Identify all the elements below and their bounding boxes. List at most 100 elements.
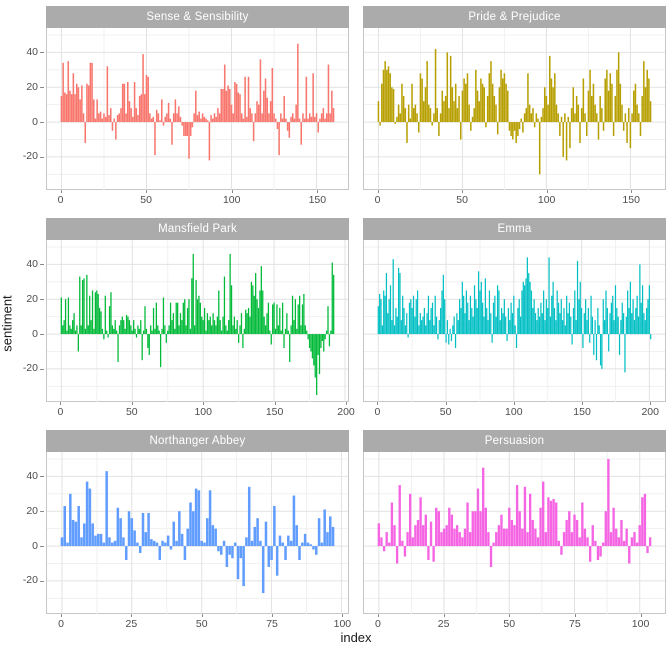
y-tick-label: 20 xyxy=(26,504,38,517)
x-axis-ticks: 0 50 100 150 xyxy=(46,190,349,208)
y-tick-mark xyxy=(40,52,44,54)
facet-strip-label: Northanger Abbey xyxy=(46,430,349,452)
y-tick-mark xyxy=(40,87,44,89)
y-tick-label: -20 xyxy=(22,150,38,163)
x-tick-label: 50 xyxy=(195,618,208,630)
x-tick-label: 100 xyxy=(631,618,650,630)
x-tick-label: 0 xyxy=(57,406,64,418)
panel-spacing xyxy=(349,430,363,632)
x-tick-label: 100 xyxy=(222,194,241,206)
facet-mansfield-park: Mansfield Park 0 50 100 150 200 xyxy=(46,218,355,420)
y-tick-label: 40 xyxy=(26,45,38,58)
x-axis-ticks: 0 25 50 75 100 xyxy=(46,614,352,632)
y-tick-label: 0 xyxy=(32,327,38,340)
x-axis-ticks: 0 25 50 75 100 xyxy=(363,614,666,632)
facet-emma: Emma 0 50 100 150 200 xyxy=(363,218,666,420)
facet-panel-emma xyxy=(363,240,666,402)
x-tick-mark xyxy=(546,190,548,193)
y-tick-mark xyxy=(40,511,44,513)
y-axis-ticks: -20 0 20 40 xyxy=(16,430,46,632)
x-tick-mark xyxy=(203,402,205,405)
y-axis-ticks: -20 0 20 40 xyxy=(16,6,46,208)
x-tick-mark xyxy=(462,190,464,193)
y-tick-label: 40 xyxy=(26,469,38,482)
y-axis-title: sentiment xyxy=(0,295,15,352)
panel-spacing xyxy=(349,6,363,208)
facet-panel-sense-sensibility xyxy=(46,28,349,190)
x-tick-mark xyxy=(60,190,62,193)
x-tick-mark xyxy=(513,402,515,405)
x-tick-mark xyxy=(272,614,274,617)
x-tick-mark xyxy=(631,190,633,193)
y-tick-mark xyxy=(40,546,44,548)
x-tick-mark xyxy=(274,402,276,405)
x-tick-mark xyxy=(342,614,344,617)
y-tick-mark xyxy=(40,334,44,336)
x-tick-mark xyxy=(317,190,319,193)
facet-panel-persuasion xyxy=(363,452,666,614)
x-tick-mark xyxy=(509,614,511,617)
x-tick-label: 75 xyxy=(266,618,278,630)
y-tick-mark xyxy=(40,156,44,158)
x-tick-mark xyxy=(377,190,379,193)
y-tick-label: 20 xyxy=(26,80,38,93)
x-tick-label: 200 xyxy=(641,406,659,418)
x-tick-label: 25 xyxy=(125,618,138,630)
x-tick-label: 50 xyxy=(439,406,452,418)
facet-northanger-abbey: Northanger Abbey 0 25 50 75 100 xyxy=(46,430,352,632)
x-tick-label: 100 xyxy=(537,194,556,206)
x-tick-mark xyxy=(146,190,148,193)
x-tick-mark xyxy=(131,402,133,405)
y-axis-ticks: -20 0 20 40 xyxy=(16,218,46,420)
y-tick-label: 0 xyxy=(32,115,38,128)
x-axis-ticks: 0 50 100 150 xyxy=(363,190,666,208)
y-tick-label: 40 xyxy=(26,257,38,270)
x-tick-mark xyxy=(443,614,445,617)
x-tick-label: 150 xyxy=(308,194,327,206)
facet-strip-label: Pride & Prejudice xyxy=(363,6,666,28)
x-tick-mark xyxy=(201,614,203,617)
x-tick-label: 0 xyxy=(58,618,64,630)
x-tick-label: 50 xyxy=(125,406,138,418)
facet-strip-label: Emma xyxy=(363,218,666,240)
x-tick-mark xyxy=(640,614,642,617)
facet-pride-prejudice: Pride & Prejudice 0 50 100 150 xyxy=(363,6,666,208)
x-axis-ticks: 0 50 100 150 200 xyxy=(46,402,355,420)
x-tick-mark xyxy=(231,190,233,193)
y-tick-mark xyxy=(40,299,44,301)
x-tick-label: 50 xyxy=(140,194,152,206)
facet-persuasion: Persuasion 0 25 50 75 100 xyxy=(363,430,666,632)
x-tick-mark xyxy=(346,402,347,405)
facet-panel-northanger-abbey xyxy=(46,452,349,614)
y-tick-mark xyxy=(40,122,44,124)
x-tick-mark xyxy=(582,402,584,405)
facet-strip-label: Mansfield Park xyxy=(46,218,349,240)
facet-sense-sensibility: Sense & Sensibility 0 50 100 150 xyxy=(46,6,349,208)
y-tick-label: -20 xyxy=(22,574,38,587)
panel-spacing xyxy=(349,218,363,420)
facet-strip-label: Persuasion xyxy=(363,430,666,452)
y-tick-label: -20 xyxy=(22,362,38,375)
x-tick-label: 0 xyxy=(375,618,381,630)
x-tick-label: 150 xyxy=(622,194,640,206)
x-tick-label: 150 xyxy=(573,406,591,418)
x-tick-mark xyxy=(131,614,133,617)
y-tick-mark xyxy=(40,476,44,478)
x-tick-mark xyxy=(60,402,62,405)
facet-panel-pride-prejudice xyxy=(363,28,666,190)
x-tick-label: 150 xyxy=(265,406,284,418)
x-tick-mark xyxy=(377,614,379,617)
facet-panel-mansfield-park xyxy=(46,240,349,402)
x-tick-label: 100 xyxy=(194,406,212,418)
x-axis-ticks: 0 50 100 150 200 xyxy=(363,402,666,420)
x-tick-label: 50 xyxy=(456,194,468,206)
x-tick-label: 25 xyxy=(437,618,450,630)
x-tick-mark xyxy=(445,402,447,405)
y-tick-mark xyxy=(40,264,44,266)
x-tick-mark xyxy=(650,402,652,405)
x-tick-label: 100 xyxy=(333,618,352,630)
x-tick-mark xyxy=(574,614,576,617)
x-tick-label: 0 xyxy=(374,194,381,206)
x-tick-label: 200 xyxy=(337,406,355,418)
